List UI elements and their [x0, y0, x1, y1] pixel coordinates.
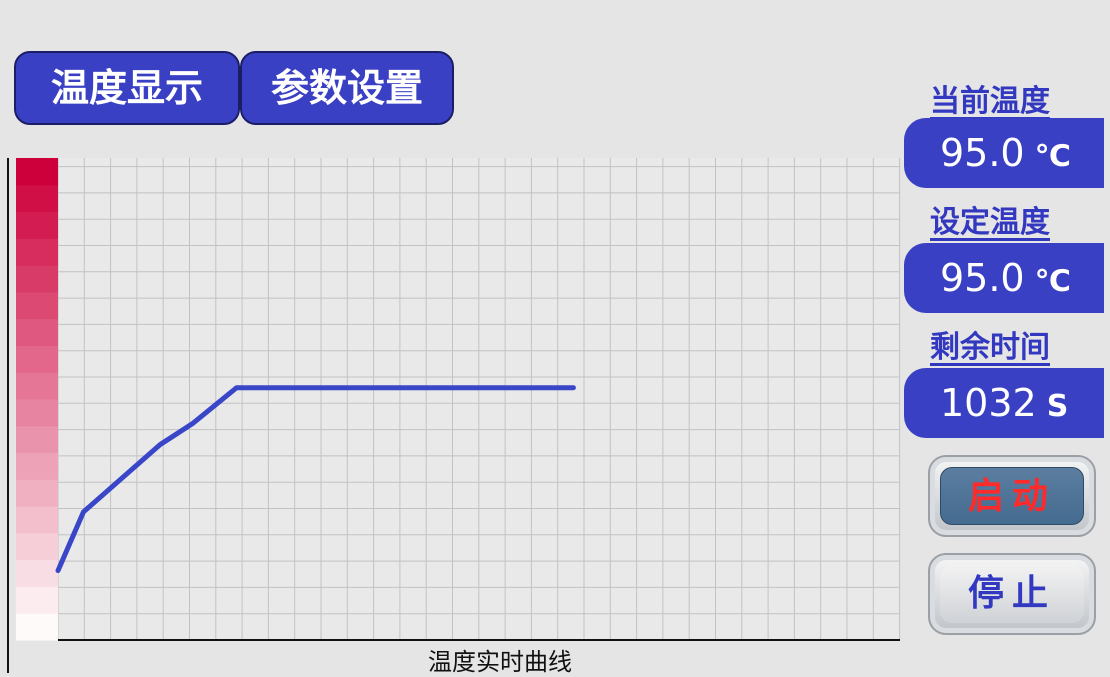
- current-temp-label: 当前温度: [930, 84, 1050, 119]
- color-scale-segment: [16, 372, 58, 400]
- color-scale-segment: [16, 211, 58, 239]
- current-temp-unit: ℃: [1034, 139, 1071, 174]
- color-scale-segment: [16, 238, 58, 266]
- color-scale-segment: [16, 506, 58, 534]
- color-scale-segment: [16, 184, 58, 213]
- color-scale-segment: [16, 559, 58, 587]
- temperature-curve: [55, 385, 576, 574]
- tab-temperature-display[interactable]: 温度显示: [14, 51, 240, 125]
- color-scale-segment: [16, 265, 58, 293]
- stop-button-label: 停止: [940, 565, 1084, 623]
- color-scale-segment: [16, 613, 58, 641]
- remaining-time-unit: S: [1046, 389, 1069, 424]
- color-scale-segment: [16, 532, 58, 561]
- start-button[interactable]: 启动: [928, 455, 1096, 537]
- tab-parameter-settings[interactable]: 参数设置: [240, 51, 454, 125]
- color-scale-segment: [16, 479, 58, 507]
- color-scale-segment: [16, 452, 58, 480]
- color-scale-segment: [16, 399, 58, 427]
- set-temp-label: 设定温度: [930, 205, 1050, 240]
- remaining-time-readout: 1032 S: [904, 368, 1104, 438]
- chart-canvas: [7, 158, 901, 673]
- start-button-label: 启动: [940, 467, 1084, 525]
- color-scale-segment: [16, 291, 58, 320]
- color-scale-segment: [16, 158, 58, 186]
- set-temp-value: 95.0: [940, 256, 1025, 300]
- color-scale-segment: [16, 318, 58, 346]
- remaining-time-label: 剩余时间: [930, 330, 1050, 365]
- current-temp-value: 95.0: [940, 131, 1025, 175]
- temperature-chart: 温度实时曲线: [7, 158, 901, 676]
- color-scale-segment: [16, 425, 58, 454]
- remaining-time-value: 1032: [940, 381, 1037, 425]
- set-temp-unit: ℃: [1034, 264, 1071, 299]
- color-scale-segment: [16, 345, 58, 373]
- chart-title: 温度实时曲线: [428, 648, 572, 676]
- color-scale-segment: [16, 586, 58, 614]
- stop-button[interactable]: 停止: [928, 553, 1096, 635]
- set-temp-readout: 95.0 ℃: [904, 243, 1104, 313]
- current-temp-readout: 95.0 ℃: [904, 118, 1104, 188]
